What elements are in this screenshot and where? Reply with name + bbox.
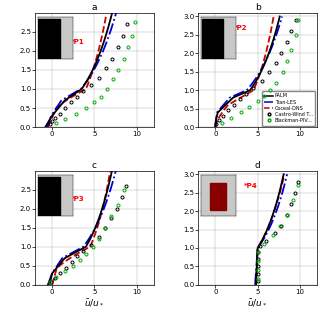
Text: *P1: *P1: [71, 39, 84, 45]
Title: d: d: [255, 161, 260, 170]
Title: c: c: [92, 161, 97, 170]
X-axis label: $\bar{u}/u_*$: $\bar{u}/u_*$: [84, 298, 105, 308]
Text: *P2: *P2: [234, 25, 247, 31]
X-axis label: $\bar{u}/u_*$: $\bar{u}/u_*$: [247, 298, 268, 308]
Text: *P4: *P4: [244, 183, 257, 189]
Title: b: b: [255, 3, 260, 12]
Title: a: a: [92, 3, 97, 12]
Legend: PALM, Tian-LES, Coceal-DNS, Castro-Wind T..., Blackman-PIV...: PALM, Tian-LES, Coceal-DNS, Castro-Wind …: [262, 91, 315, 126]
Text: *P3: *P3: [71, 196, 84, 202]
